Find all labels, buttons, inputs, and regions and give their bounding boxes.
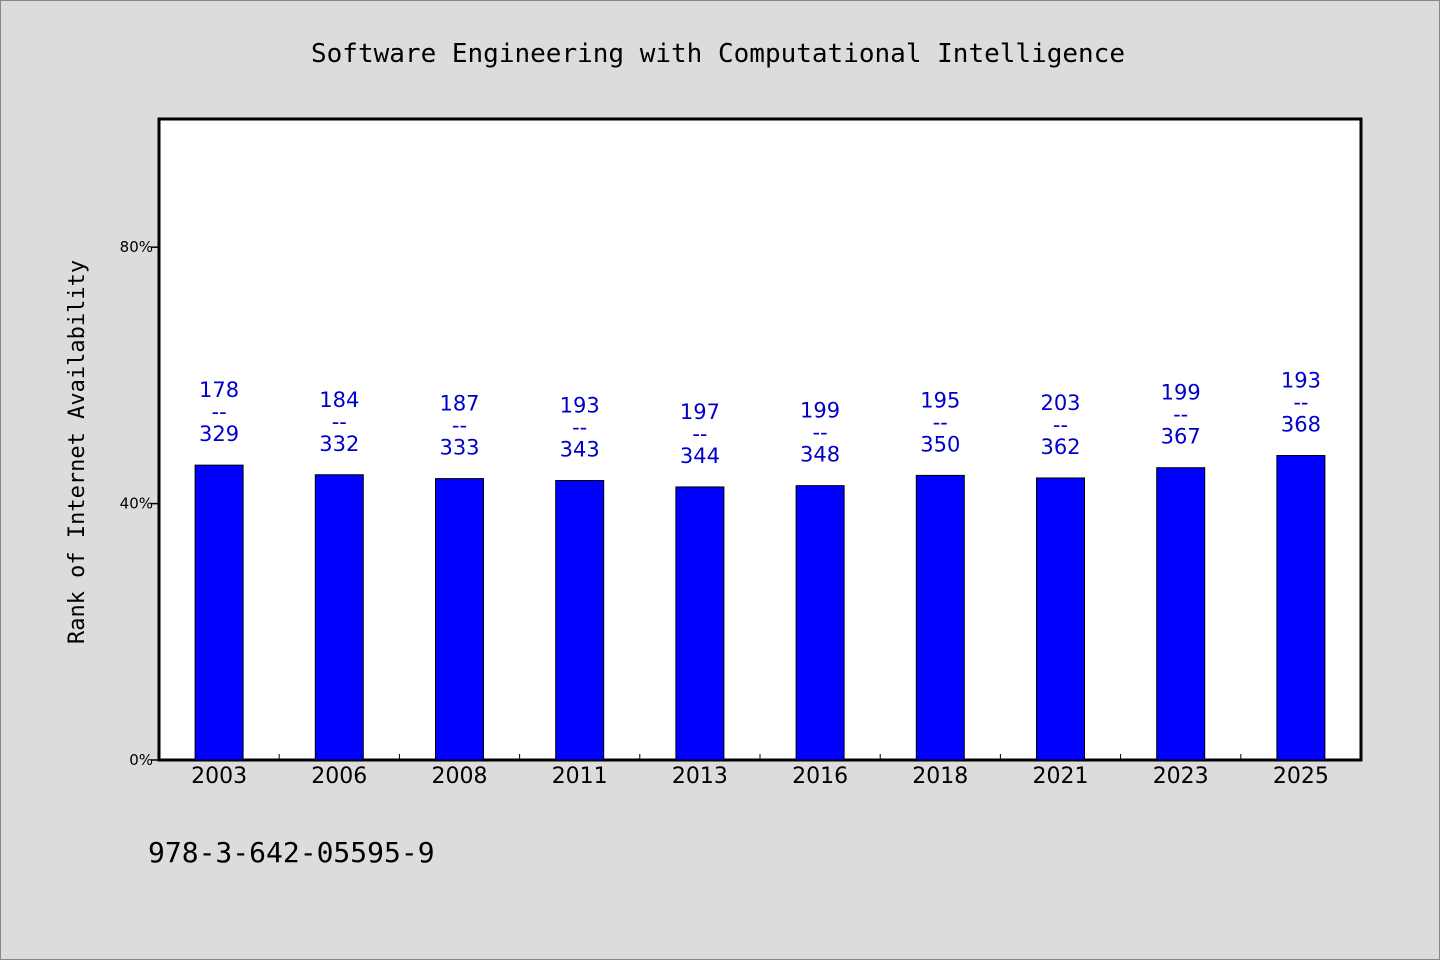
bar-data-label: 343 [560, 438, 600, 462]
bar-2021 [1036, 477, 1085, 761]
bar-data-label: 329 [199, 422, 239, 446]
bar-data-label: 350 [920, 432, 960, 456]
bar-data-label: 199 [1161, 381, 1201, 405]
x-tick-label: 2016 [792, 764, 848, 789]
bar-data-label: -- [572, 416, 587, 440]
bar-data-label: 203 [1040, 391, 1080, 415]
x-tick-label: 2023 [1153, 764, 1209, 789]
bar-data-label: 333 [439, 436, 479, 460]
bar-data-label: 195 [920, 388, 960, 412]
bar-2023 [1156, 467, 1206, 761]
bar-data-label: -- [1293, 391, 1308, 415]
bar-2016 [795, 485, 845, 761]
axis-ticks: 0% 40% 80% 2003 2006 2008 2011 2013 2016 2018 2021… [120, 238, 1329, 789]
x-tick-label: 2011 [552, 764, 608, 789]
bar-data-label: -- [452, 414, 467, 438]
x-tick-label: 2021 [1033, 764, 1089, 789]
bars [194, 455, 1326, 761]
bar-data-label: 197 [680, 400, 720, 424]
bar-data-label: 178 [199, 378, 239, 402]
bar-data-label: 332 [319, 432, 359, 456]
y-tick-label: 80% [120, 238, 153, 256]
chart-title: Software Engineering with Computational … [311, 39, 1125, 69]
bar-data-label: 348 [800, 443, 840, 467]
x-tick-label: 2003 [191, 764, 247, 789]
y-tick-label: 40% [120, 495, 153, 513]
bar-data-label: 187 [439, 392, 479, 416]
y-axis-label: Rank of Internet Availability [65, 260, 90, 644]
bar-labels: 178--329184--332187--333193--343197--344… [199, 369, 1321, 468]
bar-data-label: 344 [680, 444, 720, 468]
isbn-footer: 978-3-642-05595-9 [148, 836, 435, 869]
bar-data-label: 184 [319, 388, 359, 412]
bar-data-label: -- [332, 410, 347, 434]
bar-data-label: -- [692, 422, 707, 446]
bar-data-label: 362 [1040, 435, 1080, 459]
x-tick-label: 2013 [672, 764, 728, 789]
bar-2018 [915, 474, 965, 761]
bar-data-label: 367 [1161, 425, 1201, 449]
bar-data-label: 199 [800, 399, 840, 423]
bar-data-label: 368 [1281, 413, 1321, 437]
x-tick-label: 2018 [912, 764, 968, 789]
bar-data-label: -- [1053, 413, 1068, 437]
x-tick-label: 2008 [432, 764, 488, 789]
bar-data-label: -- [212, 400, 227, 424]
bar-2013 [675, 486, 725, 761]
bar-data-label: 193 [560, 394, 600, 418]
bar-2006 [314, 474, 364, 761]
y-tick-label: 0% [129, 751, 153, 769]
x-tick-label: 2025 [1273, 764, 1329, 789]
bar-data-label: -- [1173, 403, 1188, 427]
bar-2003 [194, 464, 244, 761]
bar-data-label: 193 [1281, 369, 1321, 393]
bar-data-label: -- [933, 410, 948, 434]
bar-2008 [435, 478, 484, 761]
x-tick-label: 2006 [311, 764, 367, 789]
bar-2025 [1276, 455, 1326, 761]
bar-2011 [555, 480, 605, 761]
bar-data-label: -- [813, 421, 828, 445]
